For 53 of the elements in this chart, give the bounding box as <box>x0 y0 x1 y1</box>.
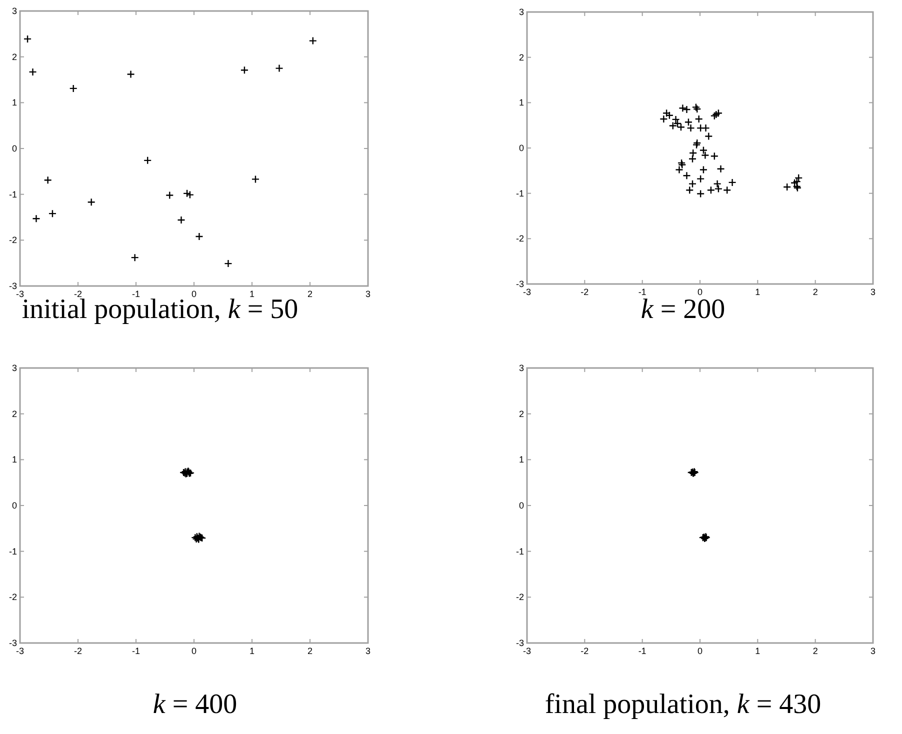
x-tick-label: 1 <box>755 646 760 656</box>
y-tick-label: 1 <box>12 454 17 465</box>
y-tick-label: -1 <box>516 546 524 556</box>
y-tick-label: 2 <box>518 408 524 419</box>
text: k = 400 <box>152 689 238 720</box>
y-tick-label: 0 <box>518 143 524 153</box>
x-tick-label: -1 <box>132 289 140 299</box>
y-tick-label: 0 <box>12 144 17 154</box>
y-tick-label: 2 <box>518 52 524 62</box>
y-tick-label: -2 <box>516 592 524 602</box>
x-tick-label: 0 <box>191 646 197 656</box>
x-tick-label: -2 <box>580 646 589 656</box>
x-tick-label: 3 <box>870 646 876 656</box>
y-tick-label: -2 <box>8 592 17 602</box>
text: k = 200 <box>640 294 726 325</box>
y-tick-label: -3 <box>516 279 524 289</box>
x-tick-label: -2 <box>580 287 589 297</box>
x-tick-label: 0 <box>191 289 197 299</box>
y-tick-label: -1 <box>8 546 17 556</box>
x-tick-label: -1 <box>132 646 140 656</box>
y-tick-label: 1 <box>518 454 524 465</box>
x-tick-label: -2 <box>74 646 82 656</box>
x-tick-label: 2 <box>307 289 313 299</box>
x-tick-label: 1 <box>249 289 255 299</box>
x-tick-label: 2 <box>812 287 818 297</box>
x-tick-label: -1 <box>638 287 646 297</box>
x-tick-label: 0 <box>697 646 703 656</box>
x-tick-label: 0 <box>697 287 703 297</box>
y-tick-label: -1 <box>516 188 524 198</box>
y-tick-label: 0 <box>518 500 524 510</box>
y-tick-label: 3 <box>518 363 524 373</box>
y-tick-label: 1 <box>12 98 17 108</box>
x-tick-label: 2 <box>307 646 313 656</box>
y-tick-label: 2 <box>12 408 17 419</box>
x-tick-label: -1 <box>638 646 646 656</box>
text: final population, k = 430 <box>544 689 822 720</box>
y-tick-label: 2 <box>12 52 17 62</box>
x-tick-label: 3 <box>870 287 876 297</box>
y-tick-label: -1 <box>8 189 17 200</box>
y-tick-label: -3 <box>8 638 17 648</box>
y-tick-label: 3 <box>12 6 17 16</box>
y-tick-label: 3 <box>12 363 17 373</box>
y-tick-label: 0 <box>12 500 17 510</box>
y-tick-label: -2 <box>516 234 524 244</box>
x-tick-label: 3 <box>365 289 371 299</box>
x-tick-label: 1 <box>249 646 255 656</box>
y-tick-label: -2 <box>8 235 17 246</box>
x-tick-label: 3 <box>365 646 371 656</box>
y-tick-label: 3 <box>518 7 524 17</box>
x-tick-label: 1 <box>755 287 760 297</box>
x-tick-label: 2 <box>812 646 818 656</box>
y-tick-label: 1 <box>518 98 524 108</box>
y-tick-label: -3 <box>516 638 524 648</box>
